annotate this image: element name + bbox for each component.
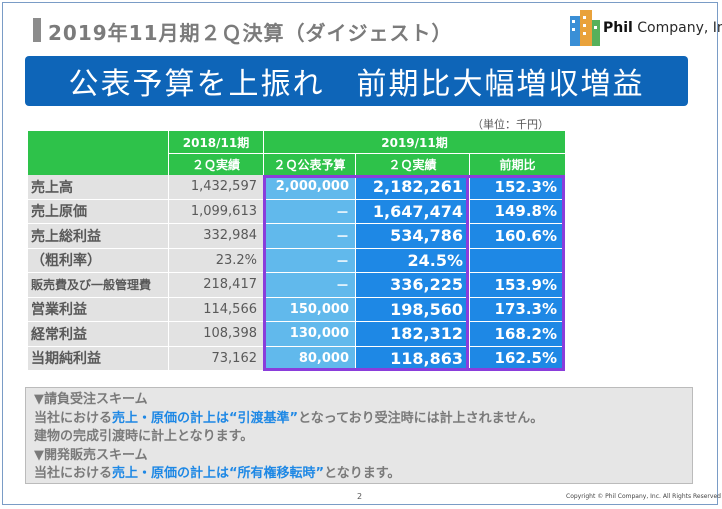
cell-actual: 24.5% <box>355 248 469 273</box>
cell-plan: 2,000,000 <box>263 175 355 200</box>
cell-yoy: 168.2% <box>469 322 565 347</box>
slide-title: 2019年11月期２Ｑ決算（ダイジェスト） <box>48 21 453 45</box>
cell-yoy: 152.3% <box>469 175 565 200</box>
cell-plan: － <box>263 199 355 224</box>
title-accent-bar <box>33 18 41 42</box>
cell-prev-result: 73,162 <box>168 346 263 371</box>
copyright-text: Copyright © Phil Company, Inc. All Right… <box>566 493 721 500</box>
cell-plan: － <box>263 248 355 273</box>
row-label: 売上高 <box>28 175 168 200</box>
cell-plan: － <box>263 273 355 298</box>
col-yoy-header: 前期比 <box>469 153 565 175</box>
header-corner <box>28 131 168 175</box>
unit-label: （単位：千円） <box>472 118 549 131</box>
col-prev-result-header: ２Ｑ実績 <box>168 153 263 175</box>
headline-banner: 公表予算を上振れ 前期比大幅増収増益 <box>25 56 688 106</box>
cell-yoy: 149.8% <box>469 199 565 224</box>
period-prev-header: 2018/11期 <box>168 131 263 153</box>
cell-actual: 198,560 <box>355 297 469 322</box>
cell-actual: 2,182,261 <box>355 175 469 200</box>
note-heading-development: ▼開発販売スキーム <box>34 447 148 463</box>
cell-prev-result: 23.2% <box>168 248 263 273</box>
row-label: （粗利率） <box>28 248 168 273</box>
cell-prev-result: 108,398 <box>168 322 263 347</box>
row-label: 経常利益 <box>28 322 168 347</box>
company-logo-text: Phil Company, Inc. <box>603 20 722 36</box>
note-line-contract: 当社における売上・原価の計上は“引渡基準”となっており受注時には計上されません。 <box>34 410 544 426</box>
slide-frame <box>2 2 718 505</box>
cell-plan: － <box>263 224 355 249</box>
col-plan-header: ２Ｑ公表予算 <box>263 153 355 175</box>
cell-plan: 80,000 <box>263 346 355 371</box>
col-result-header: ２Ｑ実績 <box>355 153 469 175</box>
cell-actual: 1,647,474 <box>355 199 469 224</box>
note-heading-contract: ▼請負受注スキーム <box>34 392 148 407</box>
cell-prev-result: 332,984 <box>168 224 263 249</box>
period-cur-header: 2019/11期 <box>263 131 565 153</box>
cell-plan: 150,000 <box>263 297 355 322</box>
row-label: 売上原価 <box>28 199 168 224</box>
cell-actual: 182,312 <box>355 322 469 347</box>
row-label: 販売費及び一般管理費 <box>28 273 168 298</box>
row-label: 営業利益 <box>28 297 168 322</box>
cell-prev-result: 218,417 <box>168 273 263 298</box>
note-line-delivery: 建物の完成引渡時に計上となります。 <box>34 429 254 444</box>
company-logo-icon <box>570 10 600 46</box>
cell-yoy: 160.6% <box>469 224 565 249</box>
cell-prev-result: 1,099,613 <box>168 199 263 224</box>
page-number: 2 <box>357 492 363 501</box>
cell-yoy: 162.5% <box>469 346 565 371</box>
cell-actual: 336,225 <box>355 273 469 298</box>
cell-plan: 130,000 <box>263 322 355 347</box>
cell-actual: 534,786 <box>355 224 469 249</box>
cell-yoy: 153.9% <box>469 273 565 298</box>
row-label: 売上総利益 <box>28 224 168 249</box>
note-line-development: 当社における売上・原価の計上は“所有権移転時”となります。 <box>34 466 401 481</box>
cell-prev-result: 1,432,597 <box>168 175 263 200</box>
notes-box: ▼請負受注スキーム 当社における売上・原価の計上は“引渡基準”となっており受注時… <box>25 387 693 484</box>
cell-actual: 118,863 <box>355 346 469 371</box>
cell-yoy <box>469 248 565 273</box>
row-label: 当期純利益 <box>28 346 168 371</box>
cell-prev-result: 114,566 <box>168 297 263 322</box>
cell-yoy: 173.3% <box>469 297 565 322</box>
